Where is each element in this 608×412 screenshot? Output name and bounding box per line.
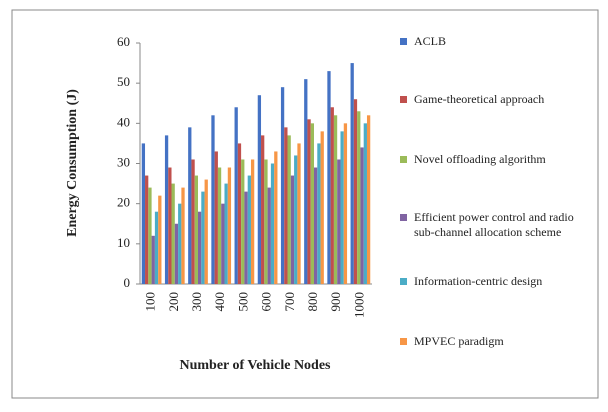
bar xyxy=(304,79,308,285)
bar xyxy=(327,71,331,284)
x-tick-label: 500 xyxy=(235,292,250,312)
bar xyxy=(310,123,314,284)
bar xyxy=(261,135,265,284)
x-axis-title: Number of Vehicle Nodes xyxy=(179,358,331,373)
bar xyxy=(237,143,242,284)
x-tick-label: 300 xyxy=(189,292,204,312)
bar xyxy=(264,159,268,284)
legend-label: MPVEC paradigm xyxy=(414,334,504,348)
x-tick-label: 100 xyxy=(143,292,158,312)
bar xyxy=(330,107,334,285)
bar xyxy=(201,191,205,284)
bar xyxy=(164,135,169,284)
bar xyxy=(204,179,208,284)
frame xyxy=(11,9,599,399)
bar xyxy=(221,203,225,284)
y-tick-label: 50 xyxy=(117,74,130,89)
bar xyxy=(357,111,361,285)
bar xyxy=(270,163,275,284)
bar xyxy=(171,183,175,284)
x-tick-label: 900 xyxy=(328,292,343,312)
bar xyxy=(191,159,195,284)
x-tick-label: 800 xyxy=(305,292,320,312)
x-tick-label: 200 xyxy=(166,292,181,312)
bar xyxy=(353,99,358,284)
x-tick-label: 400 xyxy=(212,292,227,312)
bar xyxy=(141,143,146,284)
bar xyxy=(314,167,318,284)
legend-label: Information-centric design xyxy=(414,274,543,288)
legend-swatch xyxy=(400,214,407,221)
bar xyxy=(250,159,255,284)
legend-label: Novel offloading algorithm xyxy=(414,152,546,166)
bar xyxy=(290,175,295,284)
x-tick-label: 700 xyxy=(282,292,297,312)
bar xyxy=(294,155,298,284)
y-tick-label: 0 xyxy=(124,275,131,290)
bar xyxy=(360,147,364,284)
bar xyxy=(234,107,238,285)
legend-swatch xyxy=(400,278,407,285)
bar xyxy=(333,115,338,284)
bar xyxy=(178,203,182,284)
bar xyxy=(148,187,152,284)
bar xyxy=(284,127,288,284)
legend-swatch xyxy=(400,156,407,163)
bar xyxy=(211,115,215,284)
bar xyxy=(267,187,271,284)
bar xyxy=(287,135,291,284)
y-tick-label: 60 xyxy=(117,34,130,49)
bar xyxy=(154,211,159,284)
bar xyxy=(366,115,371,284)
y-axis-title: Energy Consumption (J) xyxy=(65,89,80,237)
y-tick-label: 20 xyxy=(117,195,130,210)
bar xyxy=(340,131,344,284)
bar xyxy=(145,175,149,284)
bar xyxy=(297,143,301,284)
bar xyxy=(227,167,232,284)
bar xyxy=(181,187,185,284)
bar xyxy=(350,63,354,285)
bar xyxy=(363,123,367,284)
y-tick-label: 10 xyxy=(117,235,130,250)
bar xyxy=(274,151,278,284)
bar xyxy=(337,159,341,284)
legend-swatch xyxy=(400,38,407,45)
bar xyxy=(198,211,202,284)
bar xyxy=(280,87,285,284)
bar xyxy=(168,167,172,284)
bar xyxy=(194,175,198,284)
bar xyxy=(241,159,245,284)
y-tick-label: 30 xyxy=(117,154,130,169)
bar xyxy=(158,195,162,284)
x-tick-label: 600 xyxy=(259,292,274,312)
bar xyxy=(244,191,248,284)
bar xyxy=(317,143,321,284)
x-tick-label: 1000 xyxy=(351,292,366,318)
legend-label: Game-theoretical approach xyxy=(414,92,545,106)
bar xyxy=(257,95,262,284)
bar xyxy=(214,151,218,284)
bar xyxy=(247,175,251,284)
bar xyxy=(174,223,179,284)
bar xyxy=(343,123,348,284)
bar xyxy=(307,119,311,284)
bar xyxy=(224,183,228,284)
legend-label: Efficient power control and radio sub-ch… xyxy=(414,210,574,239)
legend-swatch xyxy=(400,96,407,103)
bar xyxy=(320,131,324,284)
legend-label: ACLB xyxy=(414,34,447,48)
bar xyxy=(217,167,222,284)
bar xyxy=(188,127,192,284)
y-tick-label: 40 xyxy=(117,114,130,129)
legend-swatch xyxy=(400,338,407,345)
bar xyxy=(151,235,155,284)
